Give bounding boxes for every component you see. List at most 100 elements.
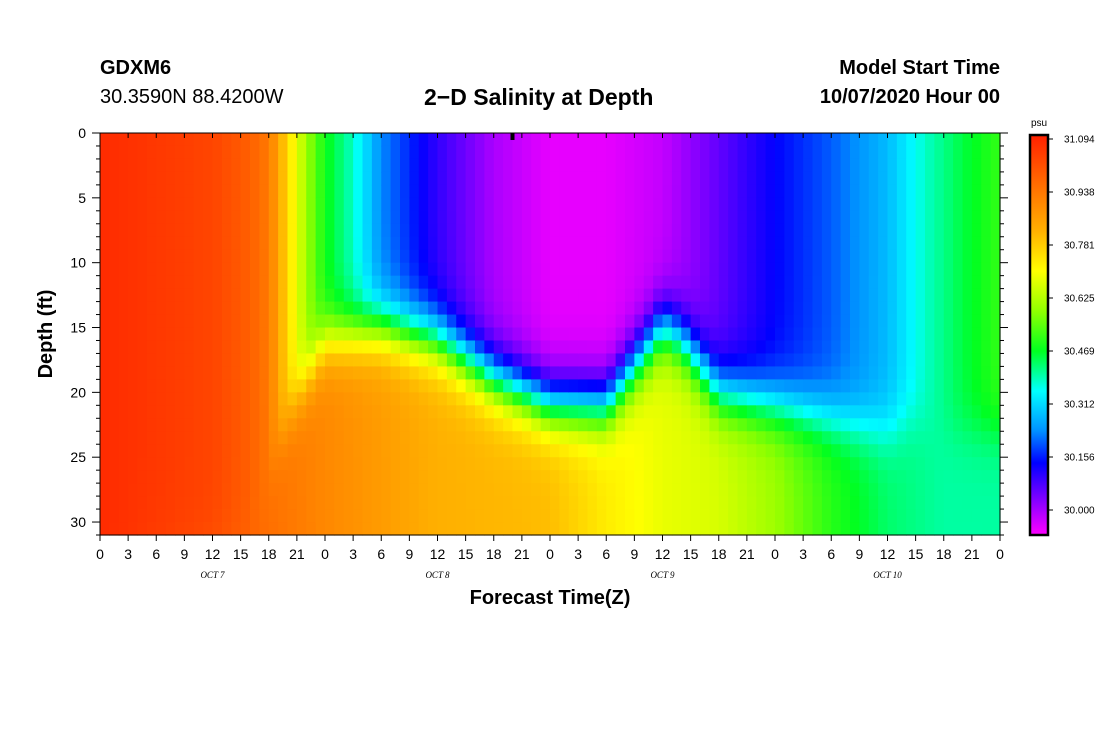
heatmap-cell [803,340,814,355]
heatmap-cell [400,262,410,277]
heatmap-cell [550,210,560,225]
heatmap-cell [268,392,279,406]
heatmap-cell [859,470,870,484]
heatmap-cell [362,158,373,173]
heatmap-cell [418,405,429,419]
heatmap-cell [812,522,823,536]
heatmap-cell [971,288,982,303]
heatmap-cell [175,197,185,212]
heatmap-cell [990,184,1001,199]
heatmap-cell [671,210,682,225]
heatmap-cell [137,483,148,497]
heatmap-cell [728,405,739,419]
heatmap-cell [906,457,917,471]
heatmap-cell [700,158,710,173]
heatmap-cell [540,249,551,264]
heatmap-cell [531,314,542,329]
heatmap-cell [906,301,917,316]
heatmap-cell [953,327,964,342]
heatmap-cell [915,145,926,160]
heatmap-cell [596,262,607,277]
heatmap-cell [493,405,504,419]
heatmap-cell [259,340,270,355]
heatmap-cell [456,249,467,264]
heatmap-cell [587,197,598,212]
heatmap-cell [765,314,776,329]
heatmap-cell [606,366,617,380]
heatmap-cell [943,223,954,238]
heatmap-cell [868,366,879,380]
heatmap-cell [193,340,204,355]
heatmap-cell [550,457,560,471]
heatmap-cell [765,145,776,160]
heatmap-cell [653,197,664,212]
heatmap-cell [343,249,354,264]
heatmap-cell [250,340,260,355]
heatmap-cell [493,288,504,303]
heatmap-cell [306,158,317,173]
heatmap-cell [615,288,626,303]
heatmap-cell [587,470,598,484]
heatmap-cell [531,496,542,510]
heatmap-cell [156,236,167,251]
heatmap-cell [371,236,382,251]
heatmap-cell [371,327,382,342]
heatmap-cell [737,340,748,355]
heatmap-cell [343,379,354,393]
heatmap-cell [315,509,326,523]
heatmap-cell [634,158,645,173]
heatmap-cell [371,223,382,238]
heatmap-cell [559,379,570,393]
heatmap-cell [446,249,457,264]
heatmap-cell [943,301,954,316]
heatmap-cell [381,457,392,471]
heatmap-cell [990,133,1001,147]
heatmap-cell [512,288,523,303]
heatmap-cell [587,379,598,393]
heatmap-cell [362,262,373,277]
heatmap-cell [231,366,242,380]
heatmap-cell [296,418,307,432]
heatmap-cell [503,262,514,277]
heatmap-cell [634,236,645,251]
heatmap-cell [596,431,607,445]
heatmap-cell [465,158,476,173]
heatmap-cell [559,158,570,173]
heatmap-cell [231,470,242,484]
heatmap-cell [550,197,560,212]
heatmap-cell [775,457,785,471]
heatmap-cell [212,405,223,419]
surface-marker [510,133,515,140]
heatmap-cell [587,301,598,316]
heatmap-cell [568,431,579,445]
heatmap-cell [100,509,110,523]
heatmap-cell [184,379,195,393]
heatmap-cell [812,184,823,199]
heatmap-cell [690,133,701,147]
heatmap-cell [915,522,926,536]
heatmap-cell [765,431,776,445]
heatmap-cell [465,301,476,316]
heatmap-cell [943,262,954,277]
heatmap-cell [962,249,973,264]
heatmap-cell [428,470,439,484]
heatmap-cell [803,249,814,264]
x-tick-label: 18 [936,546,952,562]
heatmap-cell [437,340,448,355]
heatmap-cell [437,184,448,199]
heatmap-cell [700,470,710,484]
heatmap-cell [512,158,523,173]
heatmap-cell [775,483,785,497]
heatmap-cell [737,275,748,290]
heatmap-cell [184,353,195,368]
heatmap-cell [493,470,504,484]
heatmap-cell [521,301,532,316]
heatmap-cell [428,405,439,419]
heatmap-cell [784,301,795,316]
heatmap-cell [681,262,692,277]
heatmap-cell [737,444,748,458]
heatmap-cell [493,314,504,329]
heatmap-cell [906,327,917,342]
heatmap-cell [934,405,945,419]
heatmap-cell [371,340,382,355]
